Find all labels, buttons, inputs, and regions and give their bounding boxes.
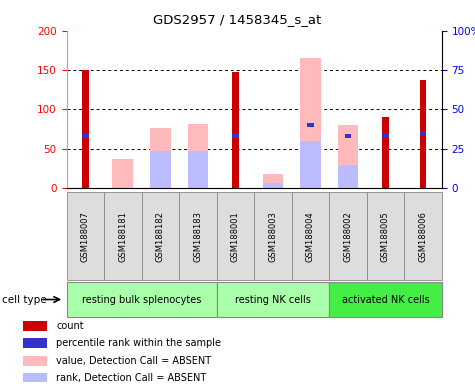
Text: GSM188006: GSM188006: [418, 211, 428, 262]
Bar: [404, 192, 442, 280]
Text: GSM188003: GSM188003: [268, 211, 277, 262]
Bar: [382, 118, 389, 188]
Bar: [419, 131, 427, 135]
Text: resting bulk splenocytes: resting bulk splenocytes: [82, 295, 201, 305]
Bar: [344, 134, 352, 138]
Text: GSM188005: GSM188005: [381, 211, 390, 262]
Bar: [329, 192, 367, 280]
Text: resting NK cells: resting NK cells: [235, 295, 311, 305]
Bar: [179, 192, 217, 280]
Bar: [254, 192, 292, 280]
Bar: [150, 151, 171, 188]
Bar: [66, 192, 104, 280]
Text: GSM188182: GSM188182: [156, 211, 165, 262]
Bar: [382, 134, 389, 138]
Text: GSM188181: GSM188181: [118, 211, 127, 262]
Bar: [232, 72, 239, 188]
Text: GSM188004: GSM188004: [306, 211, 315, 262]
Bar: [82, 134, 89, 138]
Bar: [292, 192, 329, 280]
Bar: [23, 356, 48, 366]
Bar: [263, 183, 283, 188]
Bar: [217, 282, 329, 317]
Bar: [300, 58, 321, 188]
Bar: [104, 192, 142, 280]
Bar: [338, 125, 358, 188]
Bar: [23, 338, 48, 349]
Bar: [66, 282, 217, 317]
Bar: [188, 151, 208, 188]
Bar: [23, 373, 48, 383]
Text: GSM188007: GSM188007: [81, 211, 90, 262]
Text: value, Detection Call = ABSENT: value, Detection Call = ABSENT: [56, 356, 211, 366]
Bar: [329, 282, 442, 317]
Bar: [150, 127, 171, 188]
Bar: [300, 141, 321, 188]
Bar: [82, 70, 89, 188]
Bar: [142, 192, 179, 280]
Bar: [263, 174, 283, 188]
Text: GSM188001: GSM188001: [231, 211, 240, 262]
Text: count: count: [56, 321, 84, 331]
Text: percentile rank within the sample: percentile rank within the sample: [56, 338, 221, 348]
Text: GSM188183: GSM188183: [193, 211, 202, 262]
Text: cell type: cell type: [2, 295, 47, 305]
Bar: [217, 192, 254, 280]
Text: activated NK cells: activated NK cells: [342, 295, 429, 305]
Text: GDS2957 / 1458345_s_at: GDS2957 / 1458345_s_at: [153, 13, 322, 26]
Bar: [307, 123, 314, 127]
Text: rank, Detection Call = ABSENT: rank, Detection Call = ABSENT: [56, 373, 207, 383]
Text: GSM188002: GSM188002: [343, 211, 352, 262]
Bar: [419, 79, 427, 188]
Bar: [232, 134, 239, 138]
Bar: [23, 321, 48, 331]
Bar: [367, 192, 404, 280]
Bar: [188, 124, 208, 188]
Bar: [113, 159, 133, 188]
Bar: [338, 165, 358, 188]
